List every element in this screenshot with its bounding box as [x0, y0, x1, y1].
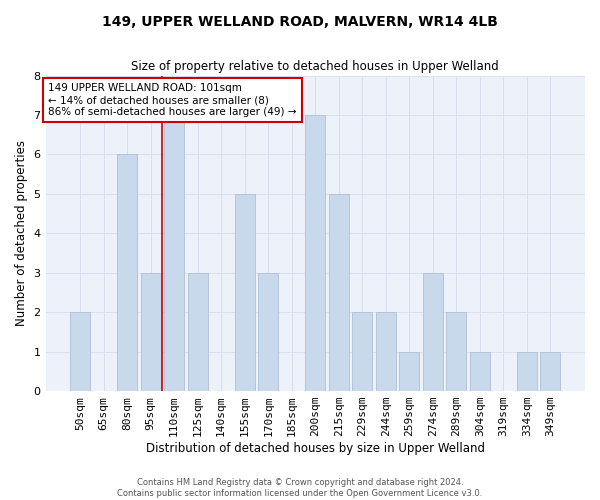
Text: Contains HM Land Registry data © Crown copyright and database right 2024.
Contai: Contains HM Land Registry data © Crown c…: [118, 478, 482, 498]
Bar: [446, 312, 466, 391]
Bar: [164, 115, 184, 391]
Bar: [541, 352, 560, 391]
Bar: [70, 312, 90, 391]
Title: Size of property relative to detached houses in Upper Welland: Size of property relative to detached ho…: [131, 60, 499, 73]
Bar: [305, 115, 325, 391]
Bar: [376, 312, 396, 391]
Bar: [400, 352, 419, 391]
Bar: [235, 194, 255, 391]
Y-axis label: Number of detached properties: Number of detached properties: [15, 140, 28, 326]
Bar: [423, 273, 443, 391]
Bar: [117, 154, 137, 391]
Bar: [188, 273, 208, 391]
Bar: [258, 273, 278, 391]
Text: 149 UPPER WELLAND ROAD: 101sqm
← 14% of detached houses are smaller (8)
86% of s: 149 UPPER WELLAND ROAD: 101sqm ← 14% of …: [48, 84, 297, 116]
Text: 149, UPPER WELLAND ROAD, MALVERN, WR14 4LB: 149, UPPER WELLAND ROAD, MALVERN, WR14 4…: [102, 15, 498, 29]
Bar: [329, 194, 349, 391]
Bar: [352, 312, 373, 391]
Bar: [470, 352, 490, 391]
X-axis label: Distribution of detached houses by size in Upper Welland: Distribution of detached houses by size …: [146, 442, 485, 455]
Bar: [140, 273, 161, 391]
Bar: [517, 352, 537, 391]
